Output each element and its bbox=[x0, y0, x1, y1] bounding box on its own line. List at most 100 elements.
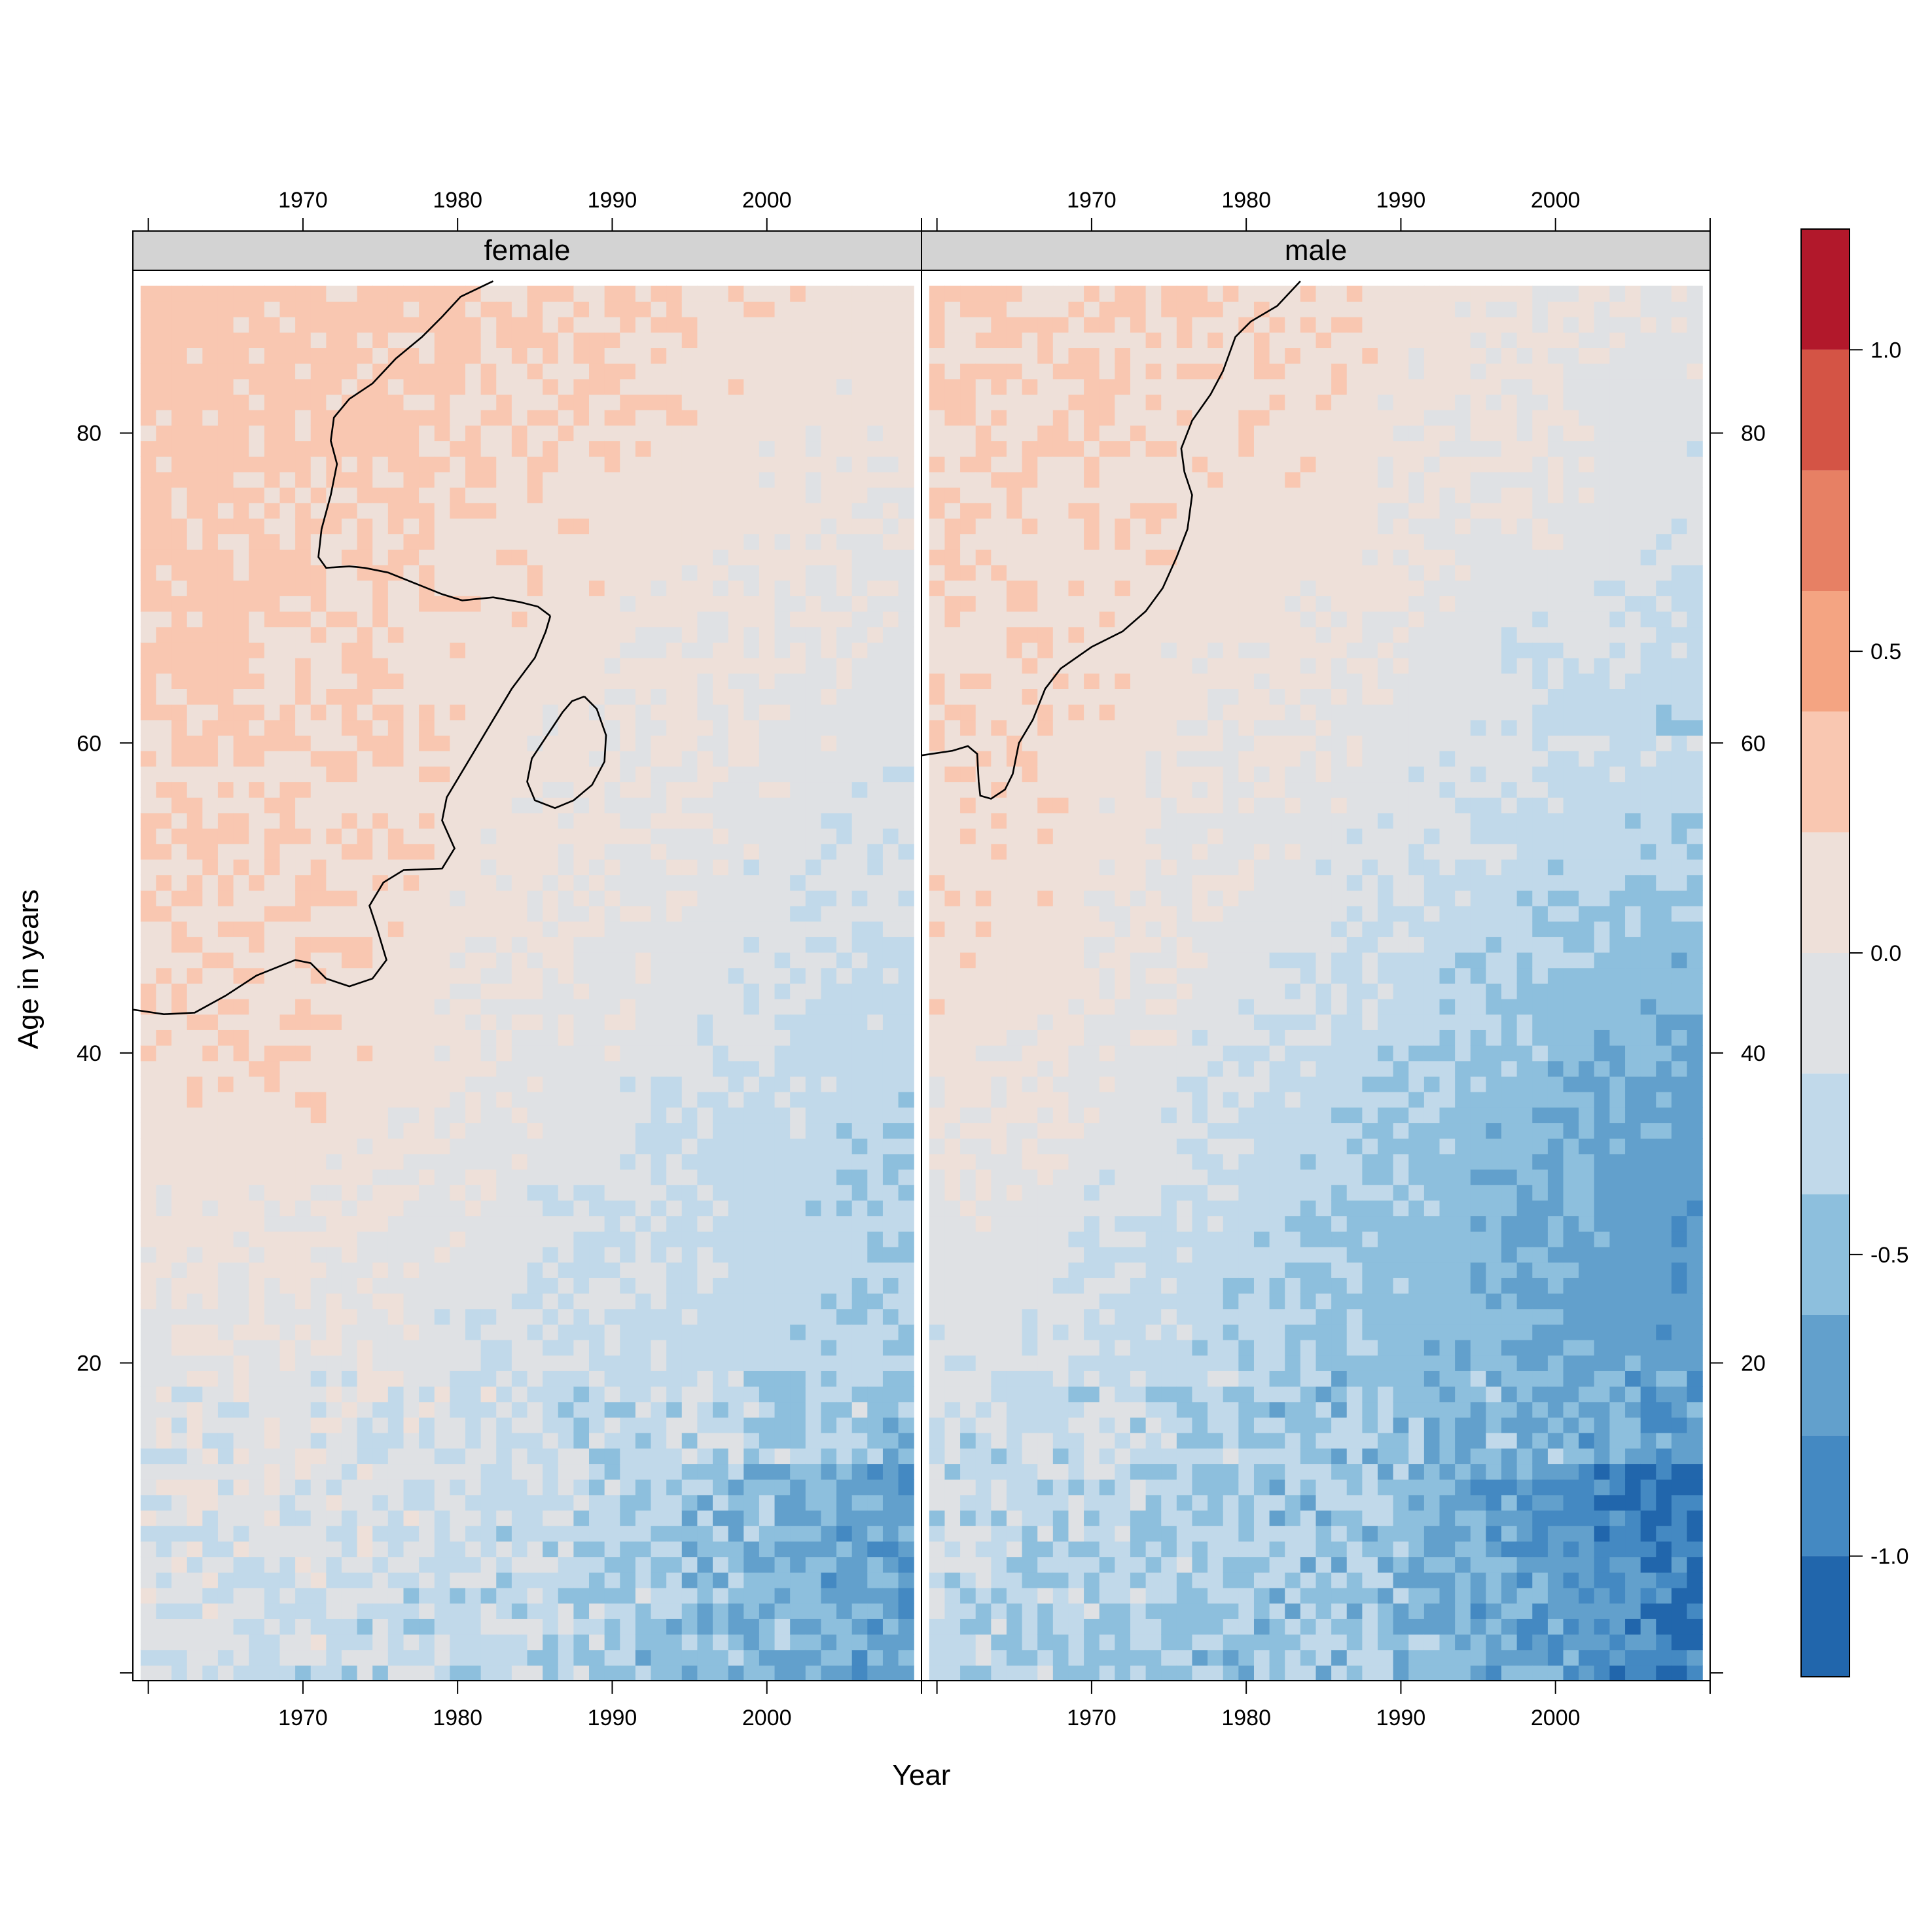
heatmap-cell bbox=[543, 580, 559, 596]
heatmap-cell bbox=[743, 301, 760, 317]
heatmap-cell bbox=[573, 967, 590, 984]
heatmap-cell bbox=[233, 1355, 249, 1371]
heatmap-cell bbox=[1006, 1479, 1023, 1495]
heatmap-cell bbox=[465, 1494, 482, 1511]
heatmap-cell bbox=[836, 658, 853, 674]
heatmap-cell bbox=[264, 440, 281, 457]
heatmap-cell bbox=[434, 1107, 450, 1124]
heatmap-cell bbox=[249, 983, 265, 999]
heatmap-cell bbox=[187, 1092, 203, 1108]
heatmap-cell bbox=[171, 1541, 188, 1558]
heatmap-cell bbox=[697, 1014, 713, 1030]
heatmap-cell bbox=[187, 937, 203, 953]
heatmap-cell bbox=[419, 859, 435, 876]
heatmap-cell bbox=[635, 564, 652, 581]
heatmap-cell bbox=[821, 440, 837, 457]
heatmap-cell bbox=[217, 658, 234, 674]
heatmap-cell bbox=[929, 363, 946, 380]
heatmap-cell bbox=[419, 999, 435, 1015]
heatmap-cell bbox=[387, 874, 404, 891]
heatmap-cell bbox=[805, 626, 822, 643]
heatmap-cell bbox=[929, 1556, 946, 1573]
heatmap-cell bbox=[403, 1556, 420, 1573]
heatmap-cell bbox=[187, 1603, 203, 1619]
heatmap-cell bbox=[898, 394, 914, 410]
heatmap-cell bbox=[991, 503, 1007, 519]
heatmap-cell bbox=[140, 937, 157, 953]
heatmap-cell bbox=[357, 828, 373, 844]
heatmap-cell bbox=[620, 719, 636, 736]
heatmap-cell bbox=[187, 440, 203, 457]
heatmap-cell bbox=[527, 735, 543, 751]
heatmap-cell bbox=[991, 1153, 1007, 1170]
heatmap-cell bbox=[851, 983, 868, 999]
heatmap-cell bbox=[480, 1045, 497, 1062]
heatmap-cell bbox=[681, 1293, 698, 1310]
heatmap-cell bbox=[743, 1479, 760, 1495]
heatmap-cell bbox=[697, 440, 713, 457]
heatmap-cell bbox=[543, 471, 559, 488]
heatmap-cell bbox=[991, 844, 1007, 860]
heatmap-cell bbox=[821, 533, 837, 550]
heatmap-cell bbox=[480, 673, 497, 689]
heatmap-cell bbox=[882, 580, 899, 596]
heatmap-cell bbox=[233, 921, 249, 937]
heatmap-cell bbox=[249, 1076, 265, 1092]
heatmap-cell bbox=[743, 1060, 760, 1077]
heatmap-cell bbox=[279, 1541, 296, 1558]
heatmap-cell bbox=[774, 317, 791, 333]
heatmap-cell bbox=[790, 1370, 806, 1387]
heatmap-cell bbox=[434, 394, 450, 410]
heatmap-cell bbox=[805, 549, 822, 565]
heatmap-cell bbox=[681, 363, 698, 380]
heatmap-cell bbox=[666, 1448, 683, 1465]
heatmap-cell bbox=[217, 1107, 234, 1124]
heatmap-cell bbox=[589, 1246, 605, 1263]
heatmap-cell bbox=[357, 518, 373, 535]
heatmap-cell bbox=[620, 1494, 636, 1511]
heatmap-cell bbox=[975, 1014, 992, 1030]
heatmap-cell bbox=[867, 1479, 884, 1495]
heatmap-cell bbox=[543, 363, 559, 380]
heatmap-cell bbox=[465, 812, 482, 829]
heatmap-cell bbox=[295, 1433, 312, 1449]
heatmap-cell bbox=[558, 952, 574, 969]
heatmap-cell bbox=[450, 425, 466, 442]
heatmap-cell bbox=[851, 1401, 868, 1418]
heatmap-cell bbox=[310, 285, 327, 302]
heatmap-cell bbox=[836, 533, 853, 550]
heatmap-cell bbox=[713, 626, 729, 643]
heatmap-cell bbox=[991, 1541, 1007, 1558]
heatmap-cell bbox=[558, 440, 574, 457]
heatmap-cell bbox=[991, 1649, 1007, 1666]
heatmap-cell bbox=[589, 518, 605, 535]
heatmap-cell bbox=[217, 533, 234, 550]
heatmap-cell bbox=[480, 1665, 497, 1681]
heatmap-cell bbox=[419, 658, 435, 674]
heatmap-cell bbox=[217, 596, 234, 612]
heatmap-cell bbox=[759, 456, 776, 473]
heatmap-cell bbox=[450, 1649, 466, 1666]
heatmap-cell bbox=[620, 766, 636, 783]
heatmap-cell bbox=[171, 874, 188, 891]
heatmap-cell bbox=[279, 874, 296, 891]
heatmap-cell bbox=[805, 611, 822, 628]
heatmap-cell bbox=[821, 828, 837, 844]
heatmap-cell bbox=[573, 1417, 590, 1433]
heatmap-cell bbox=[882, 564, 899, 581]
heatmap-cell bbox=[774, 859, 791, 876]
heatmap-cell bbox=[728, 1045, 744, 1062]
heatmap-cell bbox=[728, 937, 744, 953]
heatmap-cell bbox=[604, 1479, 620, 1495]
heatmap-cell bbox=[187, 1060, 203, 1077]
heatmap-cell bbox=[171, 1510, 188, 1526]
heatmap-cell bbox=[589, 1231, 605, 1247]
heatmap-cell bbox=[372, 487, 389, 503]
heatmap-cell bbox=[295, 874, 312, 891]
heatmap-cell bbox=[341, 1463, 358, 1480]
heatmap-cell bbox=[357, 1029, 373, 1046]
heatmap-cell bbox=[480, 332, 497, 349]
heatmap-cell bbox=[635, 425, 652, 442]
heatmap-cell bbox=[620, 874, 636, 891]
heatmap-cell bbox=[249, 1665, 265, 1681]
